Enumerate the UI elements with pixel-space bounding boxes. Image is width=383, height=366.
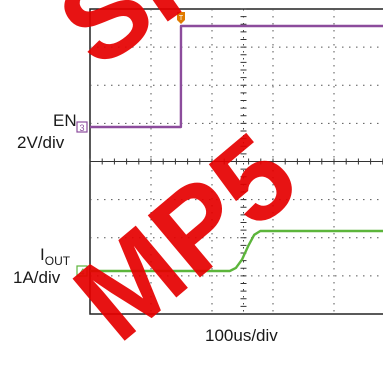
graticule bbox=[89, 8, 383, 315]
trigger-marker-icon bbox=[177, 12, 185, 24]
en-channel-scale: 2V/div bbox=[17, 133, 65, 152]
iout-channel-name: IOUT bbox=[40, 245, 70, 267]
iout-channel-name-sub: OUT bbox=[44, 254, 71, 268]
channel-marker-box bbox=[76, 265, 88, 277]
channel-marker-label: 3 bbox=[79, 123, 84, 133]
oscilloscope-screenshot: 3 4 T bbox=[76, 8, 383, 315]
trigger-marker-label: T bbox=[179, 15, 184, 22]
channel-marker-label: 4 bbox=[79, 267, 84, 277]
channel-markers: 3 4 T bbox=[76, 12, 185, 277]
en-channel-name: EN bbox=[53, 111, 77, 130]
channel-marker-box bbox=[76, 121, 88, 133]
timebase-label: 100us/div bbox=[205, 326, 278, 345]
trace-iout bbox=[90, 229, 383, 273]
iout-channel-name-main: I bbox=[40, 245, 45, 264]
iout-channel-scale: 1A/div bbox=[13, 268, 61, 287]
traces bbox=[90, 24, 383, 273]
trace-en bbox=[90, 24, 383, 129]
